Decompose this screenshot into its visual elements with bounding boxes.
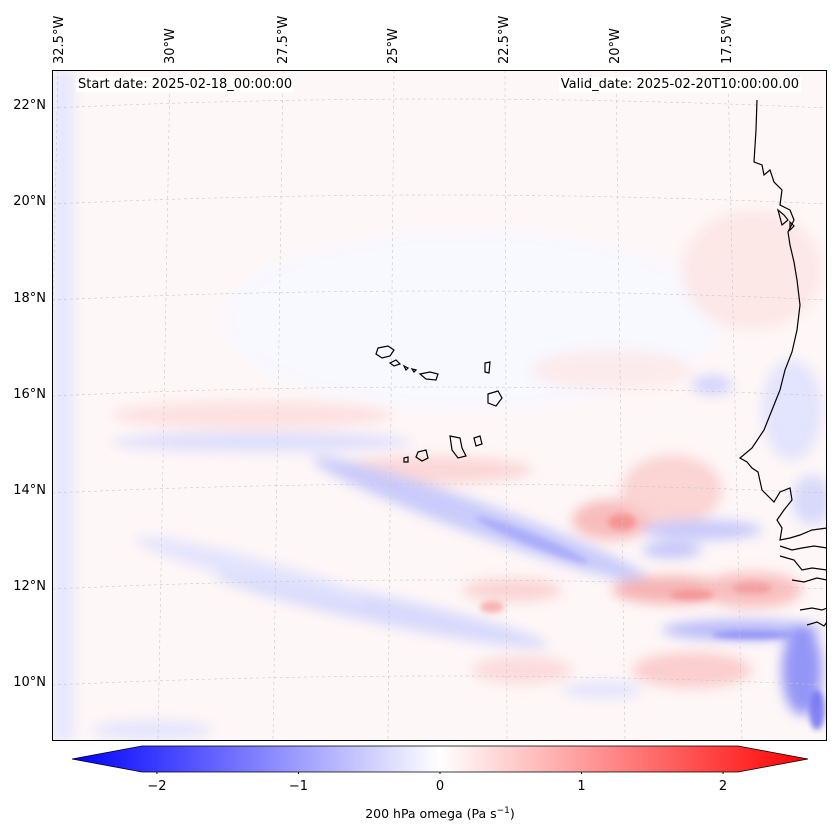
santiago xyxy=(449,435,467,459)
sao-nicolau xyxy=(418,371,439,381)
start-date-label: Start date: 2025-02-18_00:00:00 xyxy=(76,77,295,92)
africa-coastline xyxy=(738,99,827,541)
lon-label-27-5w: 27.5°W xyxy=(276,15,291,64)
colorbar-tick-label: 2 xyxy=(718,779,728,794)
colorbar-tick-label: 0 xyxy=(435,779,445,794)
colorbar-bar xyxy=(71,745,809,773)
lat-label-18n: 18°N xyxy=(13,291,46,306)
map-panel xyxy=(52,70,827,741)
lat-label-12n: 12°N xyxy=(13,579,46,594)
fogo xyxy=(415,449,429,462)
colorbar-tick-label: −1 xyxy=(288,779,309,794)
coastlines xyxy=(375,99,827,627)
boa-vista xyxy=(487,390,503,407)
lat-label-14n: 14°N xyxy=(13,483,46,498)
lat-label-20n: 20°N xyxy=(13,194,46,209)
colorbar xyxy=(71,745,809,774)
lon-label-32-5w: 32.5°W xyxy=(52,15,67,64)
colorbar-tick-label: −2 xyxy=(147,779,167,794)
lat-label-10n: 10°N xyxy=(13,675,46,690)
santo-antao xyxy=(375,345,395,359)
maio xyxy=(473,435,483,447)
sal xyxy=(484,361,491,374)
lon-label-20w: 20°W xyxy=(608,28,623,64)
colorbar-tick-label: 1 xyxy=(577,779,586,794)
lon-label-22-5w: 22.5°W xyxy=(497,15,512,64)
colorbar-title: 200 hPa omega (Pa s−1) xyxy=(365,806,515,822)
lon-label-30w: 30°W xyxy=(163,28,178,64)
lon-label-17-5w: 17.5°W xyxy=(720,15,735,64)
lon-label-25w: 25°W xyxy=(386,28,401,64)
graticule xyxy=(52,70,827,741)
valid-date-label: Valid_date: 2025-02-20T10:00:00.00 xyxy=(558,77,801,92)
lat-label-22n: 22°N xyxy=(13,98,46,113)
lat-label-16n: 16°N xyxy=(13,387,46,402)
